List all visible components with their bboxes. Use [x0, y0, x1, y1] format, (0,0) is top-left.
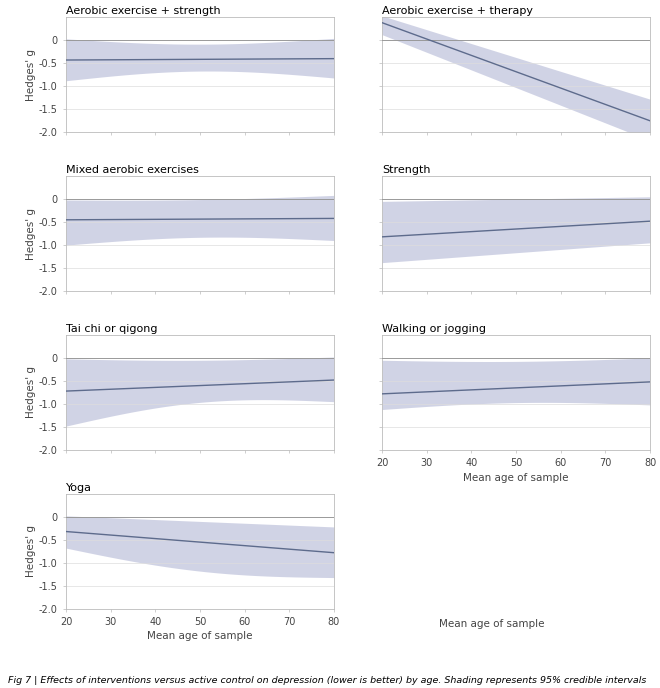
X-axis label: Mean age of sample: Mean age of sample	[463, 473, 569, 482]
Text: Strength: Strength	[382, 165, 431, 175]
Y-axis label: Hedges' g: Hedges' g	[26, 526, 36, 577]
Text: Aerobic exercise + strength: Aerobic exercise + strength	[66, 6, 220, 17]
X-axis label: Mean age of sample: Mean age of sample	[147, 632, 253, 641]
Y-axis label: Hedges' g: Hedges' g	[26, 367, 36, 418]
Text: Tai chi or qigong: Tai chi or qigong	[66, 324, 158, 334]
Text: Aerobic exercise + therapy: Aerobic exercise + therapy	[382, 6, 533, 17]
Text: Fig 7 | Effects of interventions versus active control on depression (lower is b: Fig 7 | Effects of interventions versus …	[8, 676, 646, 685]
Text: Mixed aerobic exercises: Mixed aerobic exercises	[66, 165, 199, 175]
Text: Yoga: Yoga	[66, 483, 92, 493]
Text: Walking or jogging: Walking or jogging	[382, 324, 486, 334]
Y-axis label: Hedges' g: Hedges' g	[26, 49, 36, 100]
Y-axis label: Hedges' g: Hedges' g	[26, 208, 36, 259]
Text: Mean age of sample: Mean age of sample	[439, 619, 544, 629]
